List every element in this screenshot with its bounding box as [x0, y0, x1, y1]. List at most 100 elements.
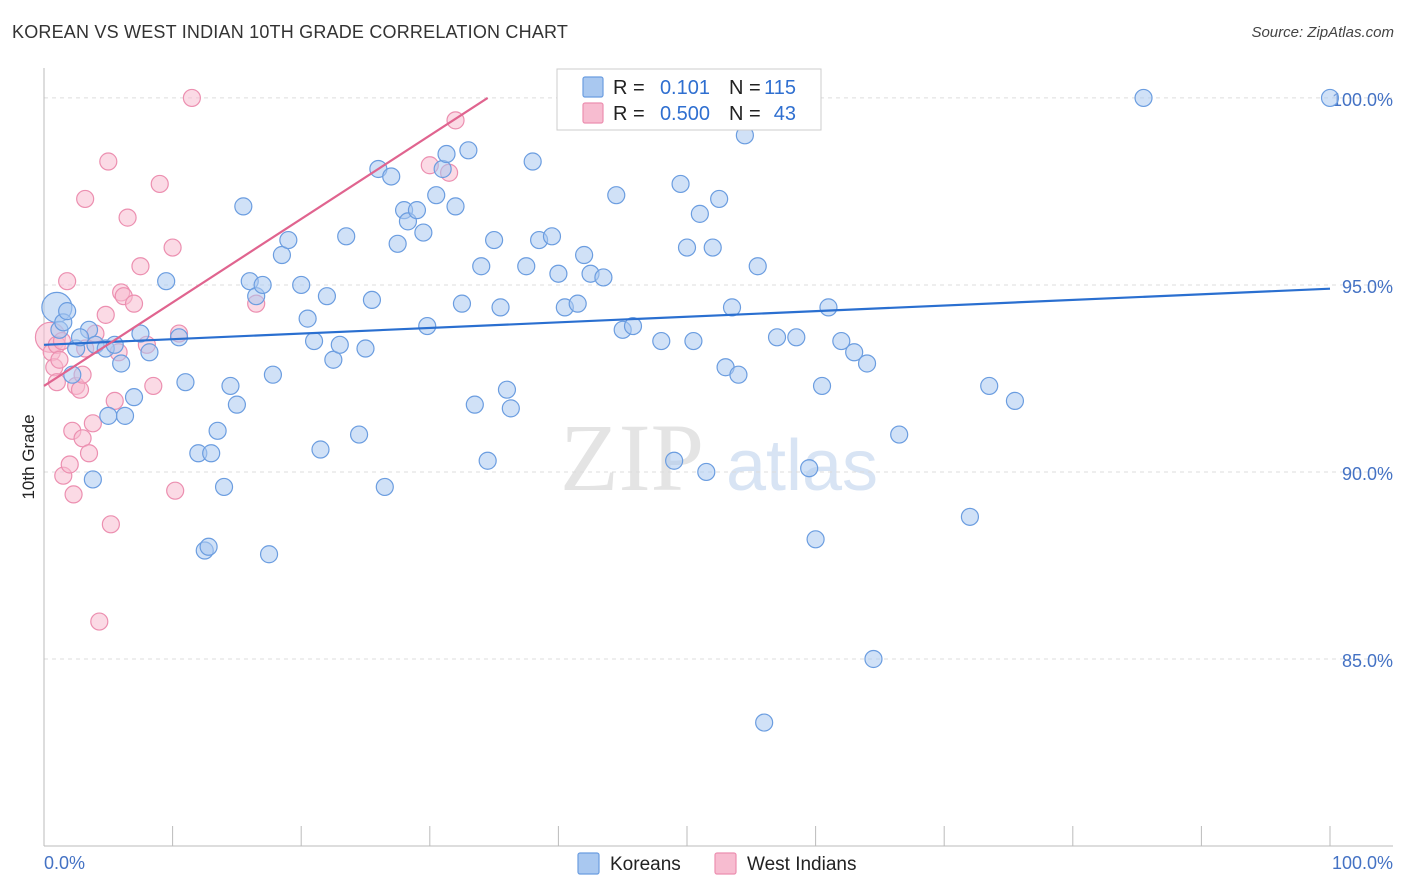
watermark: ZIP atlas	[560, 404, 878, 511]
legend-label-west-indians: West Indians	[747, 854, 856, 875]
korean-point	[1320, 88, 1340, 108]
korean-point	[202, 444, 221, 463]
korean-point	[960, 507, 980, 526]
west-indian-point	[166, 481, 185, 500]
korean-point	[690, 204, 709, 223]
korean-point	[349, 425, 369, 444]
west-indian-point	[124, 294, 144, 313]
korean-trend-line	[43, 287, 1331, 346]
legend-swatch-west-indians	[714, 852, 737, 875]
stats-legend-n-label-koreans: N =	[729, 77, 761, 99]
korean-point	[227, 395, 246, 414]
korean-point	[523, 152, 542, 171]
korean-point	[748, 257, 767, 276]
korean-point	[375, 477, 394, 497]
west-indian-point	[150, 174, 169, 194]
korean-point	[452, 294, 472, 313]
korean-point	[857, 354, 877, 373]
korean-point	[787, 328, 806, 347]
korean-point	[864, 649, 883, 669]
korean-point	[263, 365, 283, 384]
korean-point	[214, 477, 234, 497]
korean-point	[677, 238, 697, 257]
korean-point	[208, 421, 227, 440]
korean-point	[446, 197, 465, 216]
korean-point	[710, 189, 729, 209]
korean-point	[337, 227, 356, 246]
korean-point	[568, 294, 587, 313]
y-tick-label: 100.0%	[1332, 90, 1393, 110]
west-indian-point	[90, 612, 109, 631]
stats-legend-r-value-koreans: 0.101	[660, 77, 710, 99]
korean-point	[317, 287, 337, 306]
chart-title: KOREAN VS WEST INDIAN 10TH GRADE CORRELA…	[12, 22, 569, 42]
west-indian-point	[96, 305, 115, 324]
korean-point	[330, 335, 349, 354]
korean-point	[259, 545, 279, 564]
x-tick-label-max: 100.0%	[1332, 853, 1393, 873]
korean-point	[58, 302, 77, 321]
korean-point	[623, 316, 643, 336]
korean-point	[176, 373, 195, 392]
korean-point	[253, 275, 272, 295]
korean-point	[427, 186, 446, 205]
korean-point	[131, 324, 150, 343]
west-indian-point	[118, 208, 137, 227]
korean-point	[671, 174, 690, 194]
grid-lines: 85.0% 90.0% 95.0% 100.0%	[44, 90, 1393, 671]
korean-point	[169, 328, 189, 347]
korean-point	[832, 331, 851, 351]
west-indian-point	[182, 88, 201, 108]
korean-point	[980, 376, 999, 396]
korean-point	[199, 537, 218, 556]
korean-point	[819, 298, 838, 317]
legend-swatch-koreans	[577, 852, 600, 875]
korean-point	[607, 186, 626, 205]
korean-point	[755, 713, 774, 732]
korean-point	[157, 272, 176, 291]
korean-point	[221, 376, 240, 396]
west-indian-point	[50, 350, 69, 369]
stats-legend-r-label-koreans: R =	[613, 77, 645, 99]
korean-point	[272, 245, 292, 265]
stats-legend: R = 0.101 N = 115 R = 0.500 N = 43	[556, 68, 822, 131]
korean-point	[433, 159, 452, 179]
korean-point	[279, 230, 298, 250]
korean-point	[112, 354, 131, 373]
west-indian-point	[163, 238, 182, 257]
stats-legend-r-label-west-indians: R =	[613, 103, 645, 125]
west-indian-point	[73, 429, 92, 448]
west-indian-point	[83, 414, 102, 433]
korean-points	[41, 88, 1340, 732]
korean-point	[1005, 391, 1025, 410]
korean-point	[812, 376, 832, 396]
source-credit: Source: ZipAtlas.com	[1251, 24, 1394, 41]
west-indian-point	[131, 257, 150, 276]
x-tick-label-min: 0.0%	[44, 853, 85, 873]
korean-point	[465, 395, 484, 414]
korean-point	[806, 530, 825, 549]
korean-point	[311, 440, 330, 459]
korean-point	[418, 316, 437, 336]
y-tick-label: 85.0%	[1342, 651, 1393, 671]
west-indian-point	[144, 376, 163, 396]
korean-point	[83, 470, 102, 489]
y-tick-label: 95.0%	[1342, 277, 1393, 297]
korean-point	[414, 223, 433, 242]
korean-point	[652, 331, 671, 351]
korean-point	[549, 264, 568, 283]
stats-legend-swatch-west-indians	[582, 102, 604, 124]
korean-point	[292, 275, 311, 295]
korean-point	[542, 227, 562, 246]
korean-point	[437, 144, 456, 164]
west-indian-trend-line	[43, 97, 489, 387]
korean-point	[388, 234, 407, 253]
korean-point	[1134, 88, 1153, 108]
legend-label-koreans: Koreans	[610, 854, 681, 875]
korean-point	[356, 339, 375, 358]
korean-point	[491, 298, 510, 317]
korean-point	[124, 388, 144, 407]
korean-point	[729, 365, 748, 384]
west-indian-point	[76, 189, 95, 209]
